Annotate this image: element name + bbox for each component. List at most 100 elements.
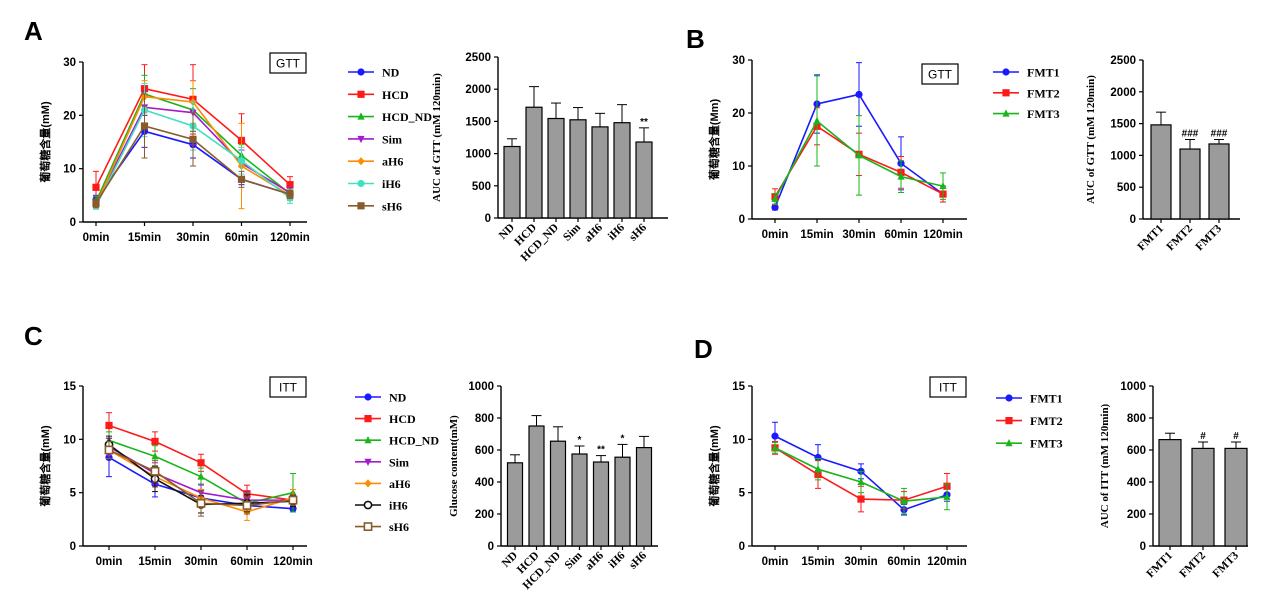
x-tick-label: FMT2: [1164, 222, 1195, 253]
legend-marker: [357, 179, 365, 188]
x-tick-label: 30min: [176, 232, 209, 244]
y-tick-label: 0: [485, 213, 491, 225]
y-tick-label: 0: [70, 217, 76, 229]
data-point: [237, 175, 246, 183]
data-point: [105, 421, 113, 430]
bar: [591, 126, 609, 219]
data-point: [855, 90, 863, 99]
x-tick-label: FMT1: [1135, 222, 1166, 253]
legend-marker: [364, 458, 372, 466]
x-tick-label: FMT3: [1210, 549, 1241, 580]
y-tick-label: 0: [488, 541, 494, 553]
y-tick-label: 200: [1127, 509, 1146, 521]
box-label: ITT: [939, 381, 958, 395]
y-tick-label: 1000: [1120, 381, 1146, 393]
y-tick-label: 800: [475, 413, 494, 425]
y-tick-label: 200: [475, 509, 494, 521]
data-point: [814, 453, 822, 462]
x-tick-label: 15min: [801, 556, 834, 568]
legend-label: sH6: [382, 199, 402, 213]
legend-label: sH6: [389, 520, 409, 534]
y-tick-label: 400: [1127, 477, 1146, 489]
y-axis-label: AUC of GTT (mM 120min): [431, 73, 443, 202]
panel-label-d: D: [694, 334, 713, 364]
bar: [525, 106, 543, 219]
legend-marker: [1002, 68, 1010, 76]
x-tick-label: Sim: [561, 221, 583, 243]
legend-label: iH6: [382, 177, 401, 191]
data-point: [286, 190, 294, 198]
box-label-frame: [929, 376, 967, 398]
y-tick-label: 0: [739, 214, 745, 226]
legend-label: Sim: [382, 132, 402, 146]
data-point: [151, 452, 159, 460]
x-tick-label: 30min: [844, 556, 877, 568]
line-chart-d: 0 5 10 15 0min 15min 30min 60min 120min 葡萄糖含量(mM)…: [707, 376, 1063, 568]
bar: [571, 453, 588, 547]
y-tick-label: 500: [472, 181, 491, 193]
legend-marker: [357, 135, 365, 144]
legend-marker: [364, 415, 372, 423]
bar: [549, 440, 567, 547]
x-tick-label: Sim: [563, 549, 585, 571]
data-point: [771, 432, 779, 440]
data-point: [771, 203, 779, 211]
y-tick-label: 20: [63, 110, 76, 122]
data-point: [197, 459, 205, 467]
box-label: GTT: [928, 68, 953, 82]
y-tick-label: 0: [1130, 214, 1136, 226]
box-label-frame: [269, 52, 307, 74]
bar: [1150, 124, 1172, 220]
y-tick-label: 30: [732, 55, 745, 67]
y-axis-label: 葡萄糖含量(mM): [38, 101, 52, 184]
bar: [613, 122, 631, 219]
bar: [506, 462, 524, 547]
legend-label: Sim: [389, 455, 409, 469]
x-tick-label: 120min: [270, 232, 310, 244]
y-tick-label: 1500: [1110, 119, 1136, 131]
series-sh6: [104, 440, 298, 517]
significance-mark: *: [578, 435, 582, 446]
y-tick-label: 5: [739, 488, 746, 500]
legend-marker: [1005, 417, 1013, 425]
significance-mark: #: [1200, 431, 1206, 442]
x-tick-label: 60min: [225, 232, 258, 244]
legend-label: ND: [382, 66, 400, 80]
legend-marker: [1005, 439, 1013, 447]
data-point: [857, 477, 865, 485]
y-tick-label: 30: [63, 57, 76, 69]
panel-label-c: C: [24, 321, 43, 351]
y-tick-label: 1500: [465, 116, 491, 128]
bar: [1158, 439, 1182, 547]
bar-chart-d: 0 200 400 600 800 1000 AUC of ITT (mM 120min) F…: [1099, 381, 1248, 580]
legend-marker: [357, 202, 365, 210]
x-tick-label: FMT3: [1193, 222, 1224, 253]
x-tick-label: 0min: [762, 556, 789, 568]
y-axis-label: 葡萄糖含量(mM): [38, 425, 52, 508]
legend-marker: [1002, 89, 1010, 97]
box-label-frame: [269, 376, 307, 398]
significance-mark: ###: [1182, 129, 1199, 140]
legend-label: iH6: [389, 499, 408, 513]
data-point: [150, 466, 160, 476]
panel-label-b: B: [686, 24, 705, 54]
bar: [1179, 148, 1201, 220]
y-tick-label: 1000: [465, 149, 491, 161]
y-axis-label: AUC of ITT (mM 120min): [1099, 403, 1111, 528]
data-point: [943, 492, 951, 500]
y-tick-label: 20: [732, 108, 745, 120]
y-tick-label: 600: [475, 445, 494, 457]
data-point: [939, 181, 947, 190]
significance-mark: **: [640, 117, 648, 128]
bar: [1208, 143, 1230, 220]
y-tick-label: 2500: [1110, 55, 1136, 67]
x-tick-label: 60min: [887, 556, 920, 568]
bar: [635, 141, 653, 219]
x-tick-label: 30min: [842, 229, 875, 241]
x-tick-label: 120min: [923, 229, 963, 241]
legend-label: aH6: [389, 477, 410, 491]
bar: [1191, 447, 1215, 547]
data-point: [286, 181, 294, 189]
legend-label: HCD_ND: [389, 434, 439, 448]
legend-marker: [357, 112, 365, 120]
